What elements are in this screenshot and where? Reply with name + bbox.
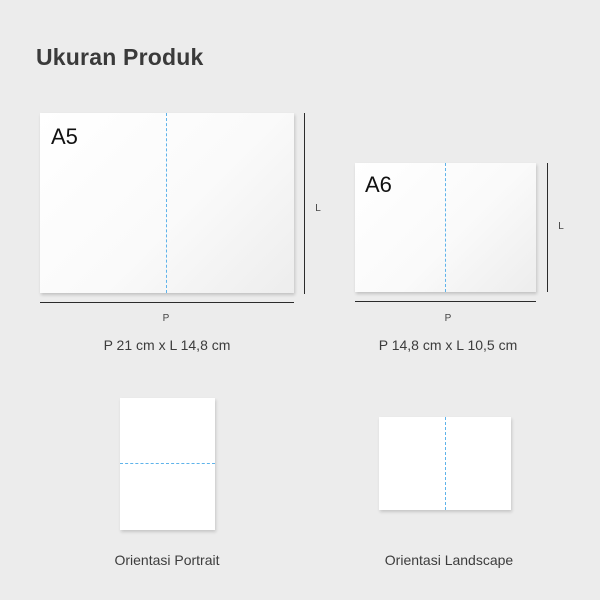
a6-height-line: [547, 163, 548, 292]
fold-line: [445, 417, 446, 510]
a6-width-line: [355, 301, 536, 302]
fold-line: [166, 113, 167, 293]
fold-line: [120, 463, 215, 464]
fold-line: [445, 163, 446, 292]
a6-height-letter: L: [558, 221, 564, 232]
landscape-sheet: [379, 417, 511, 510]
landscape-label: Orientasi Landscape: [384, 552, 514, 568]
a5-sheet: A5: [40, 113, 294, 293]
a6-sheet: A6: [355, 163, 536, 292]
a5-height-letter: L: [315, 203, 321, 214]
a6-dimensions: P 14,8 cm x L 10,5 cm: [378, 337, 518, 353]
size-label-a5: A5: [51, 124, 78, 149]
a5-height-line: [304, 113, 305, 294]
portrait-sheet: [120, 398, 215, 530]
a5-dimensions: P 21 cm x L 14,8 cm: [103, 337, 231, 353]
a5-width-line: [40, 302, 294, 303]
size-label-a6: A6: [365, 172, 392, 197]
page-title: Ukuran Produk: [36, 44, 204, 70]
a5-width-letter: P: [162, 313, 170, 324]
portrait-label: Orientasi Portrait: [114, 552, 220, 568]
a6-width-letter: P: [444, 313, 452, 324]
